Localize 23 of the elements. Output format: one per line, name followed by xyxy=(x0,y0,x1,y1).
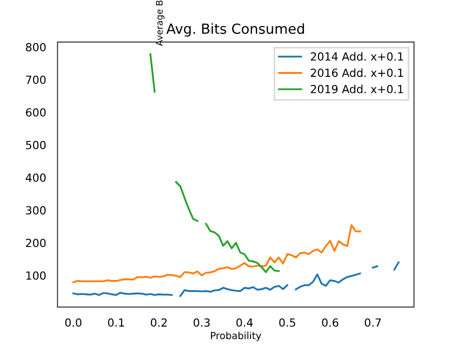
y-tick-label: 500 xyxy=(26,140,46,150)
x-tick-label: 0.1 xyxy=(108,318,124,327)
legend-label: 2019 Add. x+0.1 xyxy=(310,84,403,94)
chart-title: Avg. Bits Consumed xyxy=(166,23,304,37)
y-tick-label: 400 xyxy=(26,173,46,182)
y-tick-label: 800 xyxy=(26,42,46,52)
x-tick-label: 0.6 xyxy=(322,318,338,327)
y-tick-label: 300 xyxy=(26,206,46,215)
line-series xyxy=(72,224,361,284)
y-tick-label: 700 xyxy=(26,76,46,84)
x-axis-title: Probability xyxy=(211,332,262,342)
y-axis-title: Average B xyxy=(156,0,164,46)
x-tick-label: 0.4 xyxy=(236,318,253,327)
x-tick-label: 0.5 xyxy=(279,318,296,327)
y-tick-label: 100 xyxy=(26,271,46,280)
legend-label: 2014 Add. x+0.1 xyxy=(310,52,403,61)
x-tick-label: 0.3 xyxy=(194,318,210,327)
legend-label: 2016 Add. x+0.1 xyxy=(310,68,403,77)
y-tick-label: 600 xyxy=(26,108,46,117)
x-tick-label: 0.7 xyxy=(364,318,381,327)
x-tick-label: 0.2 xyxy=(150,318,167,327)
y-tick-label: 200 xyxy=(26,238,46,248)
x-tick-label: 0.0 xyxy=(65,318,82,327)
